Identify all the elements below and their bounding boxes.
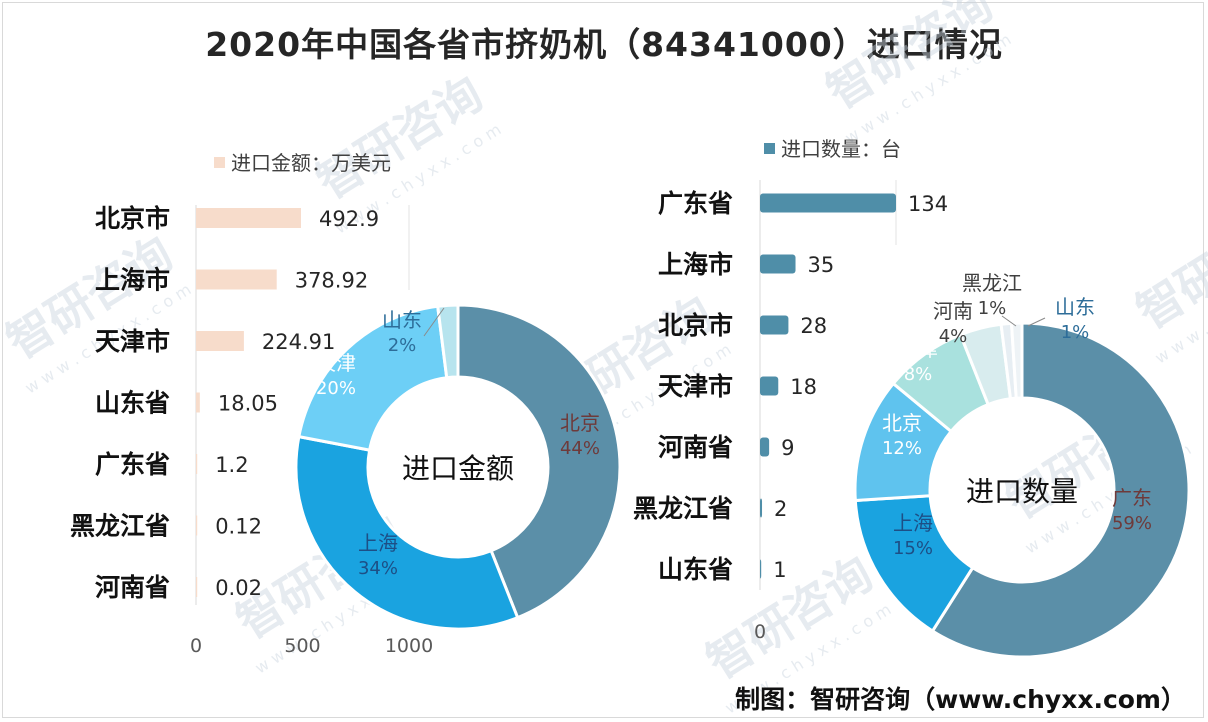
data-label: 35 [808, 253, 835, 277]
category-label: 天津市 [658, 372, 733, 401]
bar [196, 269, 277, 290]
slice-percent-label: 20% [316, 378, 356, 399]
slice-name-label: 上海 [358, 531, 398, 555]
category-label: 上海市 [95, 266, 170, 295]
legend-amount-swatch [214, 157, 225, 168]
slice-name-label: 河南 [933, 299, 973, 323]
slice-name-label: 北京 [560, 411, 600, 435]
category-label: 上海市 [658, 250, 733, 279]
data-label: 28 [800, 314, 827, 338]
axis-tick-label: 0 [190, 635, 202, 657]
slice-percent-label: 4% [939, 326, 968, 347]
slice-name-label: 天津 [316, 351, 356, 375]
quantity-bar-chart: 广东省 134 上海市 35 北京市 28 天津市 18 河南省 9 黑龙江省 2 山东省 1 0 [633, 180, 948, 643]
slice-percent-label: 12% [882, 438, 922, 459]
slice-percent-label: 1% [1061, 322, 1090, 343]
legend-quantity-label: 进口数量：台 [781, 137, 901, 161]
bar [196, 208, 301, 228]
slice-percent-label: 59% [1112, 513, 1152, 534]
data-label: 18.05 [218, 392, 278, 416]
data-label: 0.02 [215, 576, 262, 600]
slice-name-label: 天津 [898, 337, 938, 361]
data-label: 9 [781, 436, 794, 460]
slice-name-label: 广东 [1112, 486, 1152, 510]
category-label: 广东省 [658, 189, 733, 218]
slice-name-label: 山东 [1055, 295, 1095, 319]
leader-line [1001, 315, 1017, 327]
donut-center-label: 进口金额 [402, 452, 514, 485]
amount-donut-chart: 北京 44% 上海 34% 天津 20% 山东 2% 进口金额 [294, 303, 622, 631]
slice-percent-label: 8% [904, 364, 933, 385]
donut-slice [436, 303, 460, 380]
category-label: 河南省 [658, 433, 733, 462]
slice-percent-label: 1% [978, 298, 1007, 319]
category-label: 黑龙江省 [70, 512, 170, 541]
data-label: 0.12 [215, 515, 262, 539]
leader-line [1027, 317, 1046, 327]
bar [760, 498, 763, 518]
category-label: 河南省 [95, 573, 170, 602]
data-label: 224.91 [262, 330, 335, 354]
donut-center-label: 进口数量 [966, 475, 1078, 508]
slice-percent-label: 44% [560, 438, 600, 459]
slice-name-label: 上海 [893, 511, 933, 535]
bar [196, 454, 198, 474]
bar [760, 376, 779, 396]
bar [760, 315, 789, 335]
bar [760, 254, 796, 274]
data-label: 134 [908, 192, 948, 216]
slice-name-label: 黑龙江 [962, 271, 1022, 295]
bar [196, 392, 200, 413]
category-label: 北京市 [658, 311, 733, 340]
leader-line [423, 307, 445, 337]
category-label: 山东省 [658, 555, 733, 584]
legend-quantity: 进口数量：台 [764, 137, 901, 161]
data-label: 2 [774, 497, 787, 521]
category-label: 北京市 [95, 204, 170, 233]
axis-tick-label: 0 [754, 621, 766, 643]
axis-tick-label: 500 [284, 635, 320, 657]
data-label: 1.2 [215, 453, 248, 477]
slice-name-label: 山东 [382, 308, 422, 332]
bar [196, 577, 198, 597]
data-label: 1 [773, 558, 786, 582]
bar [760, 559, 762, 579]
category-label: 山东省 [95, 389, 170, 418]
donut-slice [1009, 321, 1024, 400]
donut-slice [456, 303, 622, 620]
slice-percent-label: 2% [388, 335, 417, 356]
chart-title: 2020年中国各省市挤奶机（84341000）进口情况 [205, 25, 1003, 64]
data-label: 378.92 [295, 269, 368, 293]
watermark-brand: 智研咨询 [1127, 196, 1208, 339]
donut-slice [294, 434, 520, 631]
slice-percent-label: 34% [358, 558, 398, 579]
category-label: 黑龙江省 [633, 494, 733, 523]
bar [196, 331, 244, 351]
slice-percent-label: 15% [893, 538, 933, 559]
axis-tick-label: 1000 [385, 635, 433, 657]
legend-amount: 进口金额：万美元 [214, 151, 391, 175]
slice-name-label: 北京 [882, 411, 922, 435]
bar [196, 515, 198, 536]
data-label: 18 [790, 375, 817, 399]
bar [760, 437, 770, 457]
legend-amount-label: 进口金额：万美元 [231, 151, 391, 175]
quantity-donut-chart: 广东 59% 上海 15% 北京 12% 天津 8% 河南 4% 黑龙江 1% 山东 1% 进口数量 [853, 271, 1191, 659]
legend-quantity-swatch [764, 143, 775, 154]
donut-slice [297, 304, 449, 452]
source-credit: 制图：智研咨询（www.chyxx.com） [735, 685, 1186, 714]
data-label: 492.9 [319, 207, 379, 231]
category-label: 天津市 [95, 327, 170, 356]
category-label: 广东省 [95, 450, 170, 479]
donut-slice [930, 321, 1191, 659]
bar [760, 193, 896, 213]
amount-bar-chart: 北京市 492.9 上海市 378.92 天津市 224.91 山东省 18.05 广东省 1.2… [70, 204, 433, 657]
